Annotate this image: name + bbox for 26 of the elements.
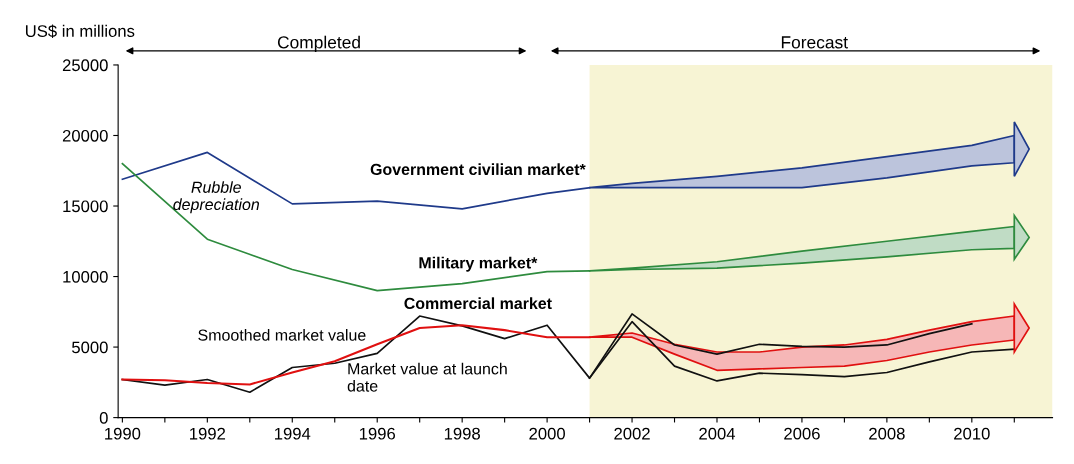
y-tick-label: 0 bbox=[99, 412, 108, 424]
x-tick-label: 2008 bbox=[869, 427, 905, 440]
x-tick-label: 1996 bbox=[359, 427, 396, 440]
annotation: Commercial market bbox=[404, 297, 552, 310]
annotation: Government civilian market* bbox=[370, 163, 586, 176]
x-tick-label: 1992 bbox=[190, 427, 226, 440]
x-tick-label: 2006 bbox=[784, 427, 820, 440]
text: Completed bbox=[277, 35, 360, 52]
x-tick-label: 1998 bbox=[444, 427, 480, 440]
x-tick-label: 2002 bbox=[614, 427, 650, 440]
x-tick-label: 2004 bbox=[699, 427, 736, 440]
x-tick-label: 2000 bbox=[529, 427, 565, 440]
y-axis-title: US$ in millions bbox=[25, 24, 135, 38]
annotation: Smoothed market value bbox=[198, 329, 366, 341]
y-tick-label: 10000 bbox=[63, 270, 108, 283]
x-tick-label: 1990 bbox=[105, 427, 141, 440]
annotation: Military market* bbox=[419, 256, 538, 272]
text: Forecast bbox=[781, 36, 848, 49]
y-tick-label: 25000 bbox=[62, 59, 108, 72]
y-tick-label: 20000 bbox=[62, 129, 108, 142]
y-tick-label: 15000 bbox=[63, 200, 108, 213]
annotation: Market value at launch date bbox=[347, 362, 507, 392]
x-tick-label: 1994 bbox=[275, 427, 311, 440]
y-tick-label: 5000 bbox=[72, 341, 108, 354]
annotation: Rubble depreciation bbox=[173, 181, 260, 214]
x-tick-label: 2010 bbox=[954, 427, 990, 440]
